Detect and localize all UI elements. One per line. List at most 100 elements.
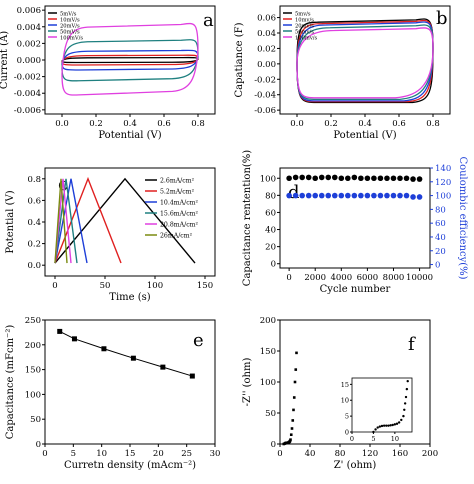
y2-tick-label: 40 [435,233,446,243]
legend-entry: 10mV/s [60,18,80,24]
inset-point [387,424,390,427]
data-point-coulombic [312,192,319,199]
y-tick-label: 100 [25,390,41,400]
y-axis-label: Capacitance rentention(%) [242,150,253,286]
nyquist-point [289,438,292,441]
panel-d-frame [279,167,431,269]
data-point-coulombic [397,192,403,199]
y-axis-label: -Z'' (ohm) [242,358,253,407]
y-tick-label: 0.04 [257,29,276,39]
x-tick-label: 0.0 [55,119,69,129]
x-tick-label: 0.8 [191,119,205,129]
y-tick-label: -0.02 [254,75,276,85]
cap-loop-5mv/s [296,18,434,104]
x-tick-label: 0 [277,449,282,459]
y-tick-label: 0.8 [27,175,41,185]
x-tick-label: 80 [335,449,346,459]
y-tick-label: 60 [265,208,276,218]
x-tick-label: 120 [362,449,378,459]
data-point-retention [292,174,299,181]
y-tick-label: 0.02 [257,44,276,54]
inset-point [393,423,397,426]
nyquist-point [290,427,294,430]
y-tick-label: -0.04 [254,91,276,101]
inset-point [403,408,406,411]
panel-label-d: d [288,182,300,203]
x-axis-label: Potential (V) [333,130,396,141]
y2-tick-label: 140 [435,164,451,174]
x-tick-label: 0 [52,281,57,291]
legend-entry: 100mv/s [295,36,317,42]
data-point [101,346,107,352]
inset-point [395,422,399,425]
data-point-coulombic [390,192,397,199]
x-tick-label: 0.4 [358,119,372,129]
x-tick-label: 10000 [406,273,433,283]
inset-x-tick-label: 5 [371,435,375,443]
x-tick-label: 0.6 [157,119,171,129]
inset-point [378,425,382,428]
data-point-coulombic [331,192,338,199]
y-tick-label: 250 [25,316,41,326]
inset-point [382,424,386,427]
y2-tick-label: 0 [435,261,440,271]
inset-y-tick-label: 15 [341,381,349,389]
legend-entry: 50mV/s [60,30,80,36]
nyquist-point [292,396,296,399]
y-tick-label: 200 [25,341,41,351]
x-tick-label: 200 [422,449,438,459]
y-tick-label: 0.2 [27,240,41,250]
x-tick-label: 0.2 [89,119,103,129]
x-tick-label: 15 [125,449,136,459]
inset-point [372,430,375,434]
x-tick-label: 0 [42,449,47,459]
y-tick-label: -0.06 [254,106,276,116]
x-tick-label: 0.2 [324,119,338,129]
data-point-retention [397,175,403,182]
y-tick-label: 50 [30,415,41,425]
data-point-coulombic [410,194,416,200]
nyquist-point [289,433,293,436]
data-point-coulombic [345,192,351,199]
x-tick-label: 40 [305,449,316,459]
gcd-curve-2 [54,178,88,264]
y-tick-label: 0 [271,440,276,450]
capacitance-line [59,330,193,377]
data-point-coulombic [299,192,305,199]
data-point-coulombic [403,192,410,199]
inset-point [405,387,409,391]
data-point-coulombic [338,192,345,199]
x-tick-label: 0.6 [392,119,406,129]
y-tick-label: 20 [265,243,276,253]
gcd-curve-0 [54,177,196,264]
data-point-coulombic [416,194,423,200]
x-axis-label: Curretn density (mAcm⁻²) [64,460,196,471]
x-tick-label: 0 [286,273,291,283]
y-tick-label: -0.004 [14,89,41,99]
x-tick-label: 5 [71,449,76,459]
inset-y-tick-label: 5 [345,413,349,421]
x-tick-label: 8000 [383,273,405,283]
cap-loop-20mv/s [296,21,434,102]
data-point [160,364,166,370]
inset-point [406,379,409,383]
legend-entry: 100mV/s [60,36,83,42]
y2-tick-label: 80 [435,205,446,215]
data-point-retention [390,175,397,182]
inset-x-tick-label: 0 [350,435,354,443]
x-tick-label: 100 [147,281,163,291]
x-axis-label: Time (s) [109,292,150,303]
x-tick-label: 6000 [357,273,379,283]
y2-axis-label: Coulombic efficiency(%) [457,156,468,279]
y-tick-label: 0.0 [27,261,41,271]
x-tick-label: 0.8 [426,119,440,129]
x-tick-label: 25 [181,449,192,459]
data-point-retention [364,175,371,182]
y-tick-label: 0.6 [27,196,41,206]
data-point-coulombic [384,192,390,199]
y-tick-label: 150 [260,347,276,357]
data-point [71,336,77,342]
y2-tick-label: 120 [435,178,451,188]
y-axis-label: Capacitance (mFcm⁻²) [5,325,16,440]
y-tick-label: 0.4 [27,218,41,228]
